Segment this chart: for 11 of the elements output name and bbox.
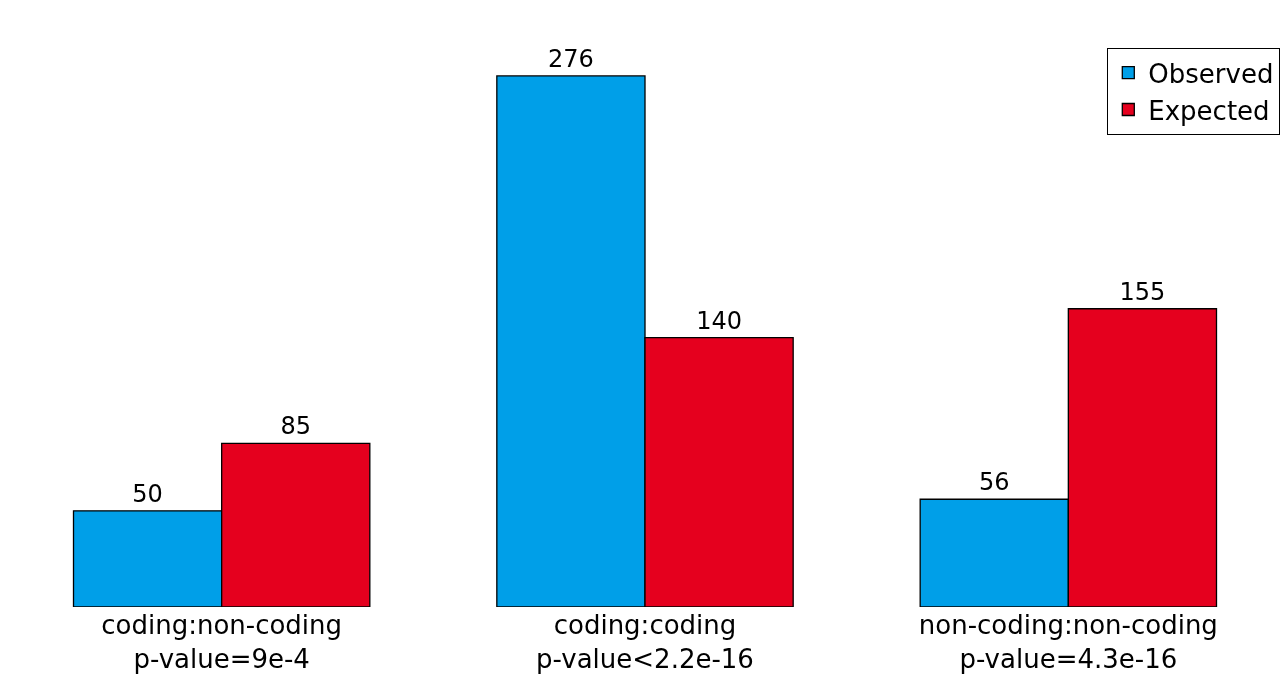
x-tick-label: non-coding:non-coding p-value=4.3e-16: [918, 610, 1218, 674]
legend-label: Observed: [1148, 58, 1274, 89]
data-label: 155: [1119, 277, 1166, 306]
data-label: 140: [696, 306, 742, 335]
x-tick-label: coding:non-coding p-value=9e-4: [101, 610, 343, 674]
data-label: 50: [132, 479, 163, 508]
data-label: 85: [280, 412, 312, 441]
legend-label: Expected: [1148, 95, 1270, 126]
data-label: 56: [978, 468, 1010, 497]
data-label: 276: [548, 44, 594, 73]
x-tick-label: coding:coding p-value<2.2e-16: [536, 610, 754, 674]
